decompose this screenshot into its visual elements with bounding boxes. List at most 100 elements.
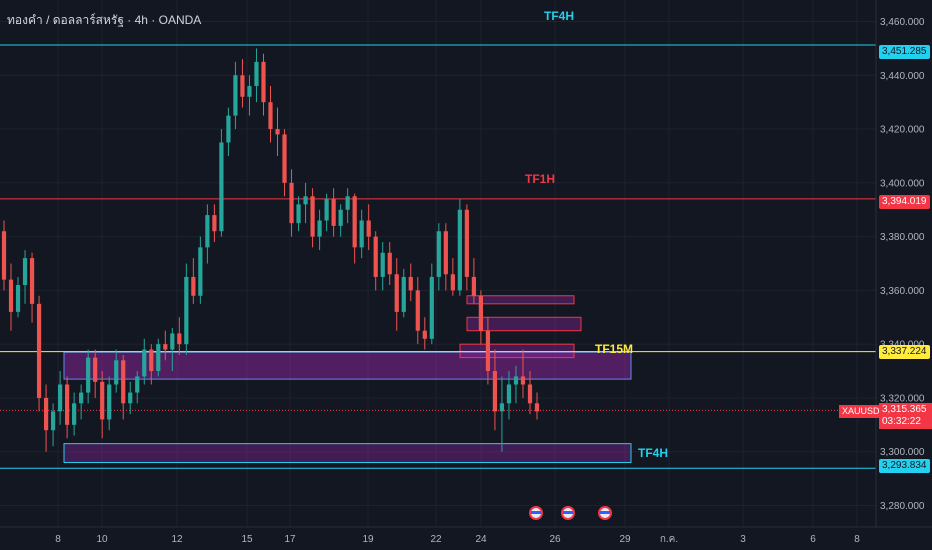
candle-body xyxy=(457,209,462,291)
zone-label-tf15m: TF15M xyxy=(595,342,634,356)
candle-body xyxy=(191,276,196,296)
time-tick-label: 3 xyxy=(740,534,746,545)
candle-body xyxy=(261,61,266,103)
candle-body xyxy=(296,204,301,224)
time-tick-label: 15 xyxy=(241,534,253,545)
us-flag-event-icon[interactable] xyxy=(529,506,543,520)
candle-body xyxy=(79,392,84,404)
candle-body xyxy=(478,295,483,331)
candle-body xyxy=(527,384,533,404)
candle-body xyxy=(520,376,526,385)
candle-body xyxy=(72,403,77,425)
candle-body xyxy=(86,357,91,393)
bar-countdown: 03:32:22 xyxy=(882,416,921,427)
candle-body xyxy=(142,349,147,377)
candle-body xyxy=(450,274,455,291)
candle-body xyxy=(254,61,259,87)
candle-body xyxy=(373,236,378,277)
time-tick-label: 12 xyxy=(171,534,183,545)
candle-body xyxy=(338,209,343,226)
price-tick-label: 3,440.000 xyxy=(880,71,925,82)
candle-body xyxy=(226,115,231,143)
us-flag-event-icon[interactable] xyxy=(561,506,575,520)
candle-body xyxy=(65,384,70,425)
time-axis[interactable]: 8 10 12 15 17 19 22 24 26 29 ก.ค. 3 6 8 xyxy=(55,534,860,545)
time-tick-label: ก.ค. xyxy=(660,534,678,545)
candle-body xyxy=(289,182,294,224)
candle-body xyxy=(163,344,168,350)
candle-body xyxy=(50,411,56,431)
candle-body xyxy=(22,258,28,286)
candle-body xyxy=(534,403,540,412)
candle-body xyxy=(464,209,469,277)
level-lines xyxy=(0,44,876,469)
candle-body xyxy=(345,196,350,210)
candle-body xyxy=(29,258,35,304)
price-zone xyxy=(466,316,582,332)
candle-body xyxy=(506,384,512,404)
candle-body xyxy=(436,231,441,277)
level-tag-tf1h: 3,394.019 xyxy=(879,195,930,209)
candle-body xyxy=(331,198,336,226)
candle-body xyxy=(471,276,476,296)
candle-body xyxy=(100,381,105,420)
candle-body xyxy=(352,196,357,248)
time-tick-label: 24 xyxy=(475,534,487,545)
zone-label-tf1h: TF1H xyxy=(525,172,555,186)
time-tick-label: 8 xyxy=(854,534,860,545)
candle-body xyxy=(93,357,98,382)
candle-body xyxy=(219,142,224,232)
time-tick-label: 17 xyxy=(284,534,296,545)
candle-body xyxy=(58,384,63,412)
candle-body xyxy=(499,403,505,412)
candle-body xyxy=(324,198,329,221)
level-tag-tf15m: 3,337.224 xyxy=(879,345,930,359)
candle-body xyxy=(492,371,498,412)
economic-events[interactable] xyxy=(529,506,612,520)
candle-body xyxy=(121,360,126,404)
candle-body xyxy=(177,333,182,345)
candle-body xyxy=(282,134,287,183)
zone-label-tf4h-top: TF4H xyxy=(544,9,574,23)
candle-body xyxy=(387,252,392,275)
candle-body xyxy=(212,215,217,232)
candle-body xyxy=(366,220,371,237)
price-zone xyxy=(466,295,575,305)
candle-body xyxy=(303,196,308,205)
current-price-tag: 3,315.365 03:32:22 xyxy=(879,403,932,429)
candle-body xyxy=(247,86,252,97)
zone-label-tf4h-bottom: TF4H xyxy=(638,446,668,460)
candle-body xyxy=(15,285,21,312)
candle-body xyxy=(128,392,133,404)
candle-body xyxy=(408,276,413,291)
candle-body xyxy=(359,220,364,248)
candle-series xyxy=(1,48,540,452)
candle-body xyxy=(156,344,161,372)
candle-body xyxy=(198,247,203,296)
candle-body xyxy=(275,129,280,135)
candle-body xyxy=(422,330,427,339)
time-tick-label: 6 xyxy=(810,534,816,545)
us-flag-event-icon[interactable] xyxy=(598,506,612,520)
time-tick-label: 29 xyxy=(619,534,631,545)
symbol-title[interactable]: ทองคำ / ดอลลาร์สหรัฐ · 4h · OANDA xyxy=(7,13,202,27)
price-tick-label: 3,320.000 xyxy=(880,393,925,404)
time-tick-label: 26 xyxy=(549,534,561,545)
candle-body xyxy=(401,276,406,312)
candle-body xyxy=(184,276,189,345)
price-tick-label: 3,460.000 xyxy=(880,17,925,28)
time-tick-label: 19 xyxy=(362,534,374,545)
candle-body xyxy=(240,75,245,97)
candle-body xyxy=(8,279,14,312)
level-tag-tf4h-top: 3,451.285 xyxy=(879,45,930,59)
price-tick-label: 3,400.000 xyxy=(880,178,925,189)
chart-grid xyxy=(0,0,876,527)
candle-body xyxy=(205,215,210,248)
candle-body xyxy=(36,303,42,398)
candle-body xyxy=(380,252,385,277)
candle-body xyxy=(135,376,140,393)
candle-body xyxy=(107,384,112,420)
candle-body xyxy=(394,274,399,312)
symbol-tag: XAUUSD xyxy=(839,405,883,418)
